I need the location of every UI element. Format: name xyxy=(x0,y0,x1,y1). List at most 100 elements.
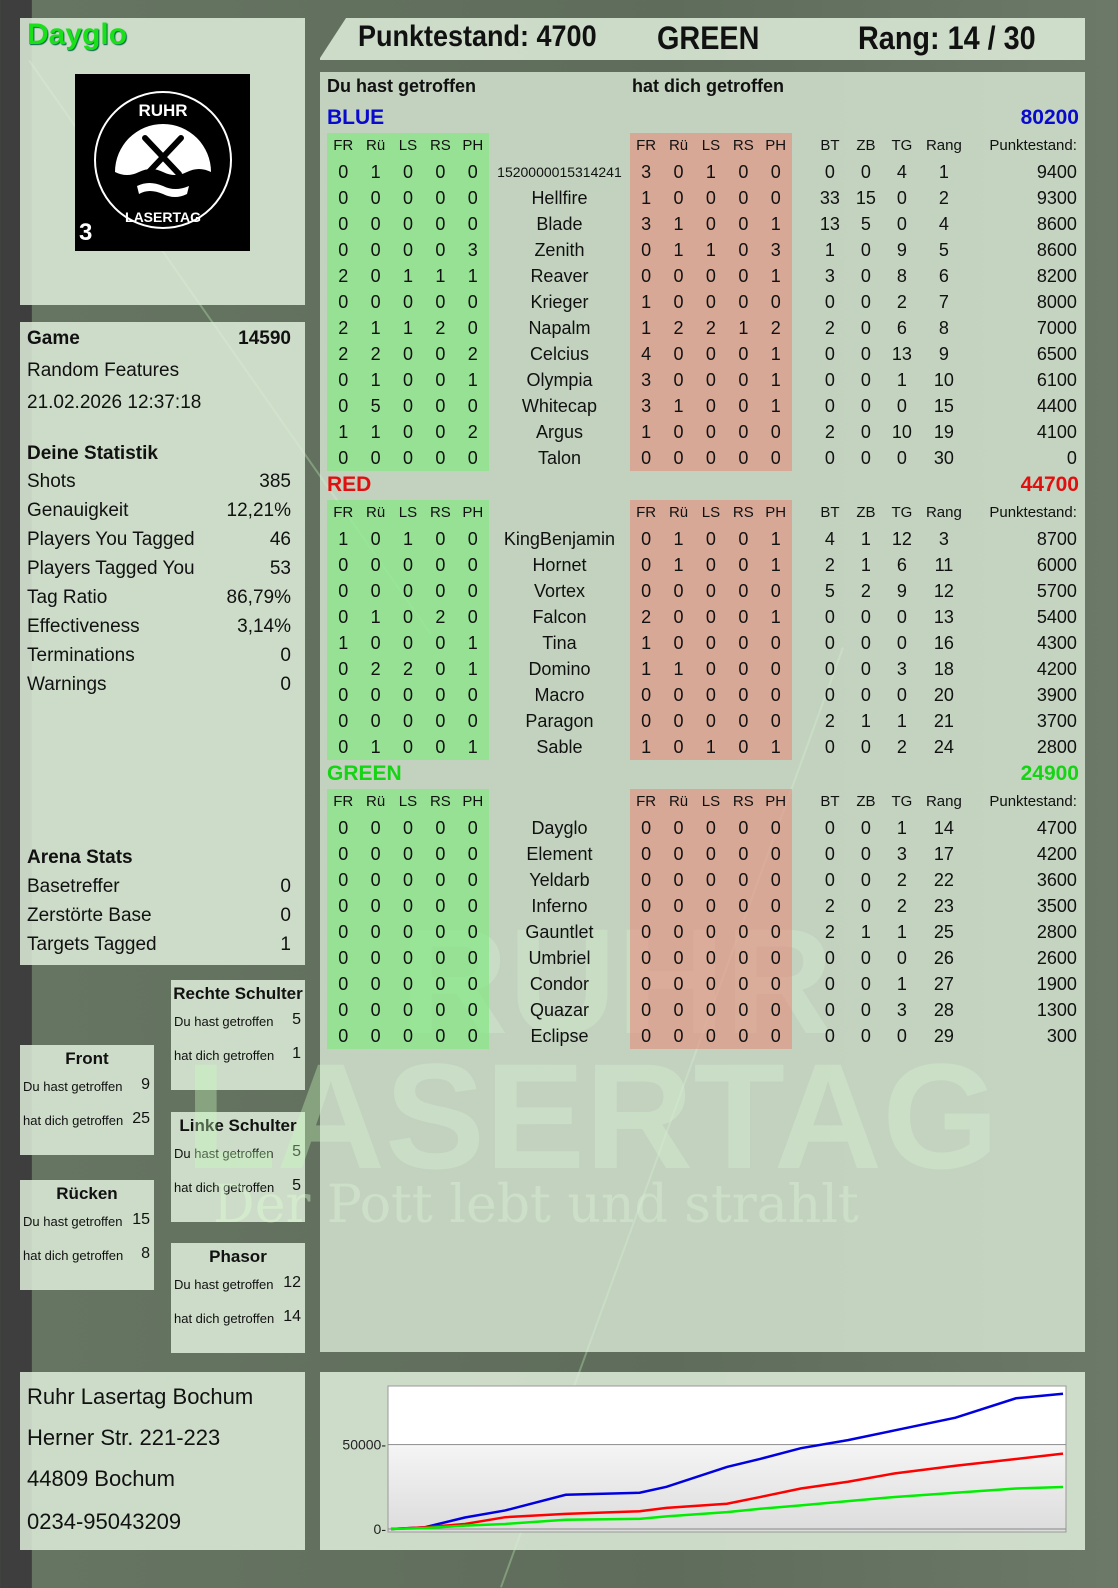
player-row: 0 0 0 0 3 Zenith 0 1 1 0 3 1 0 9 5 8600 xyxy=(327,237,1079,263)
spacer xyxy=(792,708,812,734)
hit-you-cell: 0 xyxy=(727,367,760,393)
column-header: PH xyxy=(456,133,489,159)
you-hit-cell: 0 xyxy=(391,867,425,893)
player-name-cell: Macro xyxy=(534,685,585,705)
tg-cell: 0 xyxy=(896,1026,907,1046)
rank-cell: 25 xyxy=(933,922,954,942)
column-header: Rü xyxy=(359,789,392,815)
you-hit-cell: 0 xyxy=(456,552,489,578)
hit-you-cell: 2 xyxy=(694,315,728,341)
player-name-cell: Napalm xyxy=(528,318,591,338)
player-name-cell: Zenith xyxy=(534,240,585,260)
you-hit-cell: 2 xyxy=(359,341,392,367)
you-hit-cell: 0 xyxy=(456,315,489,341)
rank-cell: 24 xyxy=(933,737,954,757)
hit-value: 9 xyxy=(141,1076,150,1093)
player-row: 2 2 0 0 2 Celcius 4 0 0 0 1 0 0 13 9 6500 xyxy=(327,341,1079,367)
column-header: Punktestand: xyxy=(989,793,1077,810)
address-line: Herner Str. 221-223 xyxy=(27,1425,221,1450)
column-header: LS xyxy=(391,789,425,815)
you-hit-cell: 0 xyxy=(424,997,457,1023)
rank-cell: 6 xyxy=(938,266,949,286)
rank-cell: 27 xyxy=(933,974,954,994)
hit-you-cell: 0 xyxy=(694,211,728,237)
hit-you-cell: 0 xyxy=(759,578,792,604)
hit-you-cell: 1 xyxy=(629,656,663,682)
you-hit-cell: 0 xyxy=(424,945,457,971)
rank-cell: 28 xyxy=(933,1000,954,1020)
column-header: RS xyxy=(424,500,457,526)
bodypart-title: Linke Schulter xyxy=(179,1116,297,1135)
hit-you-cell: 0 xyxy=(662,604,695,630)
hit-you-cell: 2 xyxy=(629,604,663,630)
player-name-cell: Krieger xyxy=(530,292,589,312)
zb-cell: 0 xyxy=(860,266,871,286)
you-hit-cell: 0 xyxy=(391,997,425,1023)
stat-label: Effectiveness xyxy=(27,616,140,637)
y-tick-label: 0- xyxy=(374,1521,387,1537)
hit-you-cell: 0 xyxy=(662,289,695,315)
got-hit-value: 14 xyxy=(283,1308,301,1325)
score-cell: 8200 xyxy=(1036,266,1077,286)
zb-cell: 0 xyxy=(860,370,871,390)
arena-value: 0 xyxy=(280,876,291,897)
hit-you-cell: 0 xyxy=(694,997,728,1023)
team-title-red: RED 44700 xyxy=(327,471,1079,500)
you-hit-cell: 0 xyxy=(391,159,425,185)
hit-you-cell: 0 xyxy=(629,997,663,1023)
hit-you-cell: 0 xyxy=(662,1023,695,1049)
you-hit-cell: 0 xyxy=(359,630,392,656)
bt-cell: 0 xyxy=(824,685,835,705)
tg-cell: 6 xyxy=(896,555,907,575)
hit-you-cell: 0 xyxy=(727,604,760,630)
stat-row: Terminations 0 xyxy=(27,645,291,667)
bt-cell: 3 xyxy=(824,266,835,286)
you-hit-cell: 2 xyxy=(391,656,425,682)
tg-cell: 6 xyxy=(896,318,907,338)
stat-label: Shots xyxy=(27,471,76,492)
rank-cell: 30 xyxy=(933,448,954,468)
zb-cell: 0 xyxy=(860,162,871,182)
column-header: Punktestand: xyxy=(989,137,1077,154)
bt-cell: 2 xyxy=(824,318,835,338)
hit-you-cell: 0 xyxy=(662,815,695,841)
you-hit-cell: 1 xyxy=(391,526,425,552)
spacer xyxy=(792,841,812,867)
stats-title: Deine Statistik xyxy=(27,443,158,464)
score-cell: 6000 xyxy=(1036,555,1077,575)
hit-you-cell: 0 xyxy=(759,419,792,445)
column-header: BT xyxy=(820,793,840,810)
you-hit-cell: 0 xyxy=(424,630,457,656)
player-name-cell: Gauntlet xyxy=(525,922,594,942)
you-hit-cell: 0 xyxy=(456,578,489,604)
hit-you-cell: 0 xyxy=(694,419,728,445)
score-cell: 300 xyxy=(1046,1026,1077,1046)
player-name-cell: Falcon xyxy=(532,607,587,627)
bt-cell: 0 xyxy=(824,162,835,182)
arena-label: Targets Tagged xyxy=(27,934,157,955)
score-cell: 3700 xyxy=(1036,711,1077,731)
stat-value: 0 xyxy=(280,645,291,666)
hit-you-cell: 0 xyxy=(759,841,792,867)
hit-you-cell: 0 xyxy=(759,997,792,1023)
you-hit-cell: 0 xyxy=(391,211,425,237)
hit-you-cell: 1 xyxy=(629,419,663,445)
you-hit-cell: 0 xyxy=(359,1023,392,1049)
zb-cell: 0 xyxy=(860,448,871,468)
hit-you-cell: 0 xyxy=(759,185,792,211)
bodypart-title: Rücken xyxy=(56,1184,118,1203)
hit-you-cell: 0 xyxy=(694,867,728,893)
column-header xyxy=(489,500,630,526)
tg-cell: 1 xyxy=(896,922,907,942)
tg-cell: 2 xyxy=(896,870,907,890)
arena-row: Basetreffer 0 xyxy=(27,876,291,898)
you-hit-cell: 0 xyxy=(456,211,489,237)
you-hit-cell: 0 xyxy=(424,656,457,682)
bt-cell: 5 xyxy=(824,581,835,601)
spacer xyxy=(792,945,812,971)
hit-you-cell: 0 xyxy=(759,919,792,945)
column-header: LS xyxy=(694,789,728,815)
player-name-cell: Sable xyxy=(536,737,583,757)
tg-cell: 1 xyxy=(896,711,907,731)
you-hit-cell: 0 xyxy=(359,945,392,971)
